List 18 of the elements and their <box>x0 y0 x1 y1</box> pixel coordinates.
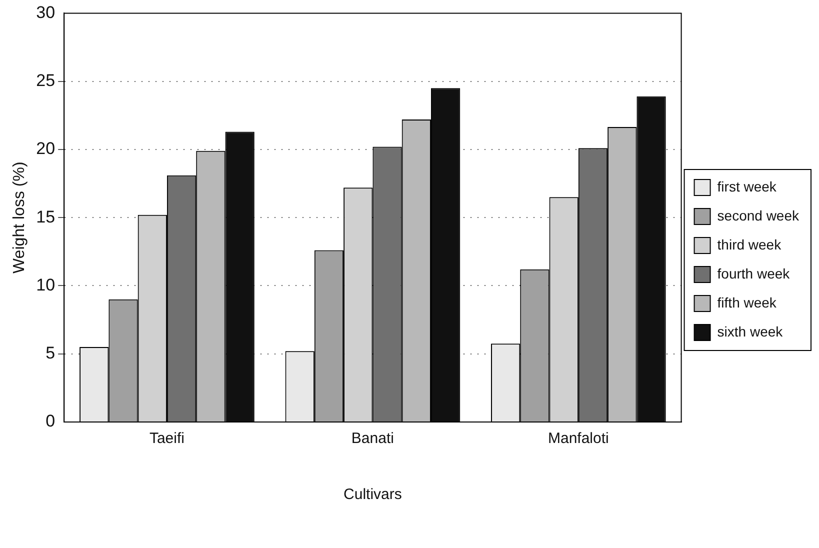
legend-label: fourth week <box>717 265 791 282</box>
legend-label: second week <box>717 207 800 224</box>
y-tick-label: 0 <box>46 412 56 431</box>
x-tick-label: Banati <box>351 430 394 448</box>
y-tick-label: 30 <box>36 2 56 22</box>
legend-label: third week <box>717 236 782 252</box>
legend-label: first week <box>717 178 778 194</box>
y-tick-label: 25 <box>36 71 56 90</box>
legend-label: fifth week <box>717 294 778 310</box>
y-tick-label: 20 <box>36 139 56 158</box>
y-tick-label: 15 <box>36 207 56 226</box>
y-tick-label: 10 <box>36 275 56 294</box>
x-tick-label: Taeifi <box>149 430 184 448</box>
x-tick-label: Manfaloti <box>548 430 609 448</box>
legend-label: sixth week <box>717 323 784 340</box>
y-axis-title: Weight loss (%) <box>11 162 28 274</box>
y-tick-label: 5 <box>46 344 56 363</box>
x-axis-title: Cultivars <box>344 486 402 504</box>
